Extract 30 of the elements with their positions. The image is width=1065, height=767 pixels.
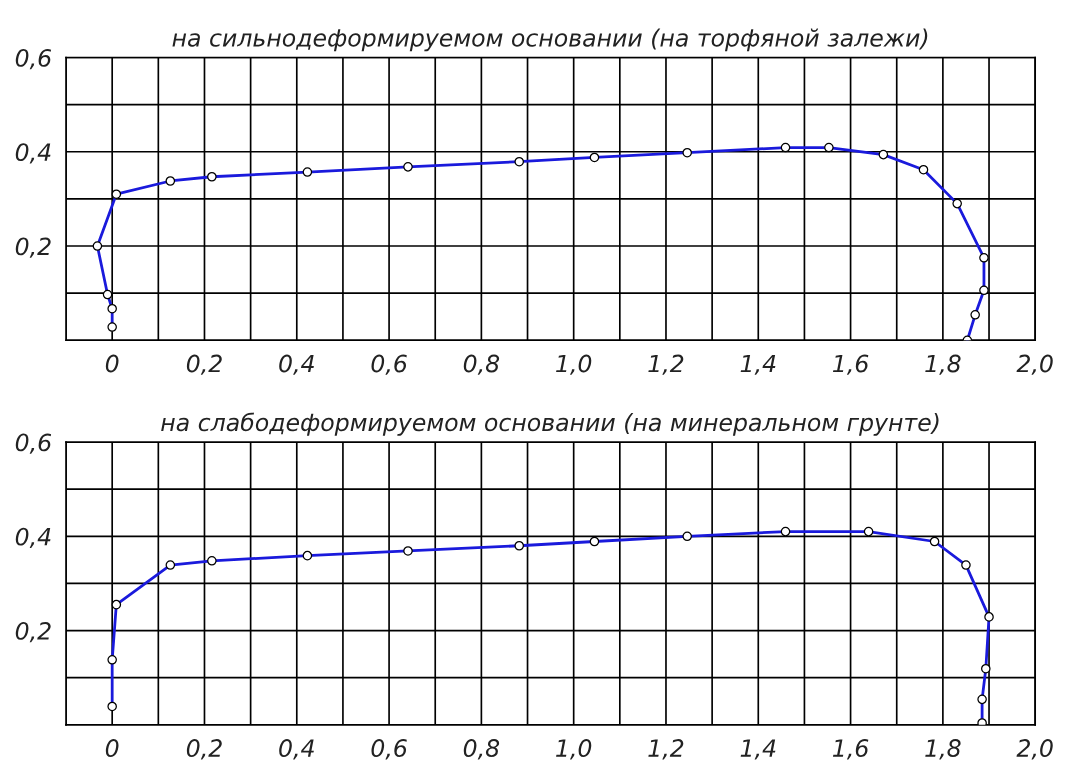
x-tick-label: 0,6 [371, 739, 407, 760]
x-tick-label: 1,8 [925, 354, 961, 375]
x-tick-label: 1,0 [556, 354, 592, 375]
x-tick-label: 1,4 [740, 354, 776, 375]
chart-title: на сильнодеформируемом основании (на торфяной залежи) [172, 28, 928, 52]
x-tick-label: 0,2 [186, 354, 222, 375]
x-tick-label: 0,8 [463, 354, 500, 375]
x-tick-label: 1,2 [648, 739, 684, 760]
x-tick-label: 2,0 [1016, 739, 1053, 760]
x-tick-label: 1,6 [832, 739, 869, 760]
x-tick-label: 0,4 [279, 739, 314, 760]
y-tick-label: 0,4 [15, 527, 51, 549]
y-tick-label: 0,6 [15, 433, 52, 454]
x-tick-label: 0,2 [186, 739, 222, 760]
y-tick-label: 0,6 [15, 48, 52, 70]
x-tick-label: 0,4 [279, 354, 314, 375]
x-tick-label: 1,2 [648, 354, 684, 375]
x-tick-label: 0 [105, 354, 119, 373]
x-tick-label: 1,0 [556, 739, 592, 760]
y-tick-label: 0,2 [15, 237, 51, 258]
x-tick-label: 1,8 [925, 739, 961, 760]
x-tick-label: 2,0 [1016, 354, 1053, 375]
y-tick-label: 0,2 [15, 622, 51, 643]
y-tick-label: 0,4 [15, 143, 51, 164]
x-tick-label: 0 [105, 739, 119, 757]
x-tick-label: 0,6 [371, 354, 407, 375]
x-tick-label: 0,8 [463, 739, 500, 760]
x-tick-label: 1,6 [832, 354, 869, 375]
chart-title: на слабодеформируемом основании (на минеральном грунте) [161, 412, 939, 436]
x-tick-label: 1,4 [740, 739, 776, 760]
